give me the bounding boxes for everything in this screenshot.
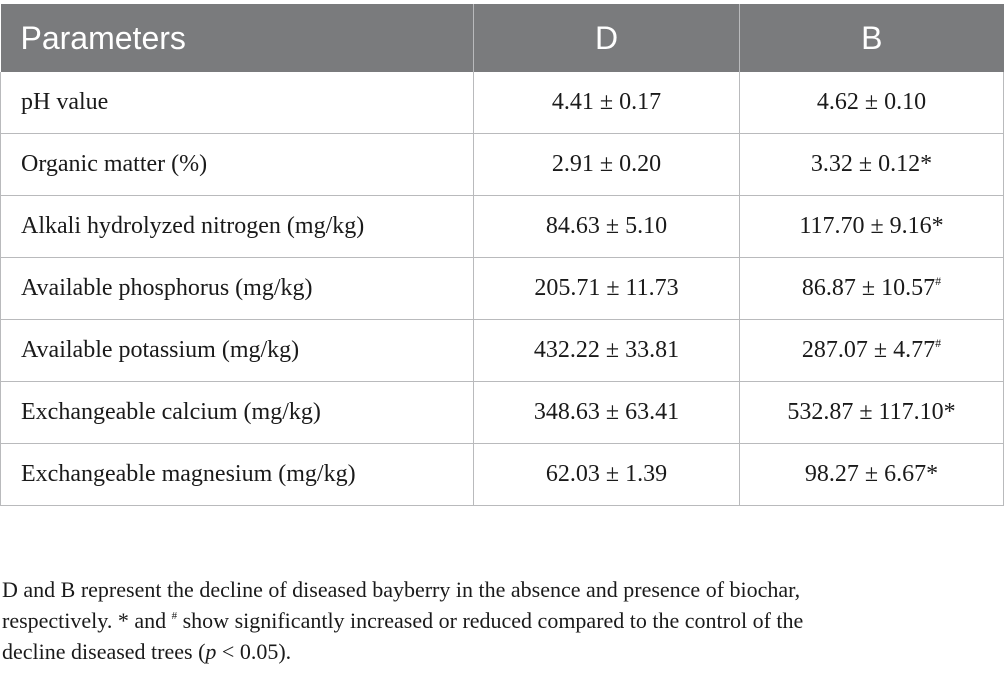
b-value-text: 86.87 ± 10.57 — [801, 275, 936, 301]
footnote-line-2: respectively. * and # show significantly… — [2, 605, 1002, 636]
table-row: Organic matter (%) 2.91 ± 0.20 3.32 ± 0.… — [0, 133, 1004, 196]
table-footnote: D and B represent the decline of disease… — [2, 574, 1002, 667]
cell-b-value: 3.32 ± 0.12* — [739, 133, 1004, 196]
significance-mark: # — [935, 336, 942, 350]
cell-parameter: Available phosphorus (mg/kg) — [0, 257, 474, 320]
b-value-text: 4.62 ± 0.10 — [816, 89, 927, 115]
header-row: Parameters D B — [0, 4, 1004, 72]
table-row: pH value 4.41 ± 0.17 4.62 ± 0.10 — [0, 72, 1004, 134]
cell-parameter: Exchangeable magnesium (mg/kg) — [0, 443, 474, 506]
cell-b-value: 4.62 ± 0.10 — [739, 72, 1004, 134]
cell-d-value: 62.03 ± 1.39 — [473, 443, 740, 506]
cell-parameter: Available potassium (mg/kg) — [0, 319, 474, 382]
table-row: Available phosphorus (mg/kg) 205.71 ± 11… — [0, 257, 1004, 320]
footnote-line-1: D and B represent the decline of disease… — [2, 577, 801, 602]
footnote-line-3: decline diseased trees (p < 0.05). — [2, 636, 1002, 667]
table-body: pH value 4.41 ± 0.17 4.62 ± 0.10 Organic… — [0, 72, 1004, 506]
cell-b-value: 86.87 ± 10.57# — [739, 257, 1004, 320]
footnote-text: < 0.05). — [216, 639, 292, 664]
table-row: Alkali hydrolyzed nitrogen (mg/kg) 84.63… — [0, 195, 1004, 258]
b-value-text: 3.32 ± 0.12* — [810, 151, 933, 177]
cell-parameter: Organic matter (%) — [0, 133, 474, 196]
header-parameters: Parameters — [0, 4, 474, 72]
significance-mark: # — [935, 274, 942, 288]
b-value-text: 98.27 ± 6.67* — [804, 461, 939, 487]
cell-d-value: 348.63 ± 63.41 — [473, 381, 740, 444]
cell-parameter: Alkali hydrolyzed nitrogen (mg/kg) — [0, 195, 474, 258]
cell-d-value: 432.22 ± 33.81 — [473, 319, 740, 382]
cell-d-value: 205.71 ± 11.73 — [473, 257, 740, 320]
header-d: D — [473, 4, 740, 72]
table-row: Exchangeable calcium (mg/kg) 348.63 ± 63… — [0, 381, 1004, 444]
b-value-text: 287.07 ± 4.77 — [801, 337, 936, 363]
table-row: Exchangeable magnesium (mg/kg) 62.03 ± 1… — [0, 443, 1004, 506]
cell-d-value: 2.91 ± 0.20 — [473, 133, 740, 196]
cell-b-value: 117.70 ± 9.16* — [739, 195, 1004, 258]
cell-b-value: 287.07 ± 4.77# — [739, 319, 1004, 382]
b-value-text: 117.70 ± 9.16* — [799, 213, 944, 239]
cell-b-value: 98.27 ± 6.67* — [739, 443, 1004, 506]
cell-d-value: 84.63 ± 5.10 — [473, 195, 740, 258]
soil-parameters-table: Parameters D B pH value 4.41 ± 0.17 4.62… — [0, 4, 1004, 506]
header-b: B — [739, 4, 1004, 72]
cell-parameter: pH value — [0, 72, 474, 134]
footnote-p-symbol: p — [205, 639, 217, 664]
footnote-text: decline diseased trees ( — [2, 639, 206, 664]
footnote-text: respectively. * and — [2, 608, 172, 633]
table-header: Parameters D B — [0, 4, 1004, 72]
cell-d-value: 4.41 ± 0.17 — [473, 72, 740, 134]
footnote-text: show significantly increased or reduced … — [177, 608, 804, 633]
b-value-text: 532.87 ± 117.10* — [787, 399, 956, 425]
cell-parameter: Exchangeable calcium (mg/kg) — [0, 381, 474, 444]
cell-b-value: 532.87 ± 117.10* — [739, 381, 1004, 444]
table-row: Available potassium (mg/kg) 432.22 ± 33.… — [0, 319, 1004, 382]
footnote-mark: # — [171, 610, 178, 622]
